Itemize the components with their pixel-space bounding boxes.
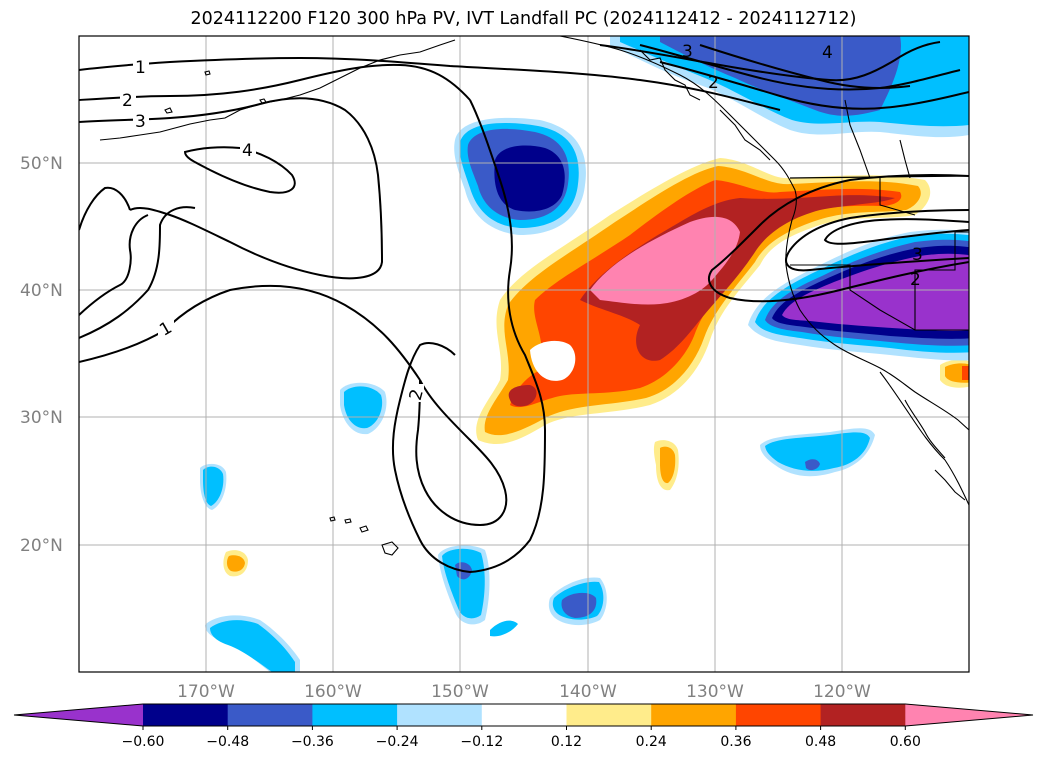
colorbar-segment <box>481 704 567 726</box>
positive-ivt-shading <box>223 158 969 577</box>
colorbar-tick-label: −0.48 <box>206 734 249 750</box>
colorbar-tick-label: 0.24 <box>636 734 667 750</box>
contour-label: 2 <box>708 73 719 93</box>
map-panel: 1 2 3 4 2 1 3 2 4 3 2 <box>79 36 969 672</box>
contour-label: 1 <box>135 58 146 78</box>
colorbar-segment <box>735 704 822 726</box>
colorbar-tick-label: −0.60 <box>122 734 165 750</box>
colorbar-segment <box>820 704 906 726</box>
colorbar-tick-label: −0.36 <box>291 734 334 750</box>
contour-label: 2 <box>910 270 921 290</box>
contour-labels: 1 2 3 4 2 1 3 2 4 3 2 <box>120 42 923 403</box>
colorbar-tick-label: 0.36 <box>720 734 751 750</box>
map-frame <box>78 35 970 673</box>
latitude-labels: 50°N 40°N 30°N 20°N <box>20 154 63 556</box>
colorbar: −0.60 −0.48 −0.36 −0.24 −0.12 0.12 0.24 0.36 0.4… <box>13 703 1034 750</box>
lat-label: 40°N <box>20 281 63 301</box>
colorbar-segment <box>397 704 483 726</box>
colorbar-tick-label: −0.12 <box>460 734 503 750</box>
map-title: 2024112200 F120 300 hPa PV, IVT Landfall… <box>190 9 857 29</box>
contour-label: 4 <box>242 141 253 161</box>
contour-label: 2 <box>406 387 428 403</box>
contour-label: 2 <box>122 91 133 111</box>
colorbar-tick-label: 0.48 <box>805 734 836 750</box>
colorbar-extend-low <box>14 704 143 726</box>
lon-label: 130°W <box>686 682 744 702</box>
lat-label: 50°N <box>20 154 63 174</box>
colorbar-tick-label: −0.24 <box>376 734 419 750</box>
colorbar-segment <box>312 704 398 726</box>
contour-label: 4 <box>822 43 833 63</box>
colorbar-segment <box>566 704 652 726</box>
pv-contours <box>79 41 969 574</box>
lon-label: 150°W <box>431 682 489 702</box>
lon-label: 170°W <box>177 682 235 702</box>
coastlines <box>99 36 969 556</box>
lon-label: 160°W <box>304 682 362 702</box>
lat-lon-grid <box>79 36 969 672</box>
contour-label: 3 <box>135 112 146 132</box>
contour-label: 3 <box>912 245 923 265</box>
lat-label: 30°N <box>20 408 63 428</box>
colorbar-segment <box>227 704 313 726</box>
colorbar-tick-label: 0.12 <box>551 734 582 750</box>
longitude-labels: 170°W 160°W 150°W 140°W 130°W 120°W <box>177 682 871 702</box>
contour-label: 3 <box>682 42 693 62</box>
colorbar-tick-label: 0.60 <box>890 734 921 750</box>
lat-label: 20°N <box>20 536 63 556</box>
colorbar-segment <box>143 704 229 726</box>
lon-label: 140°W <box>559 682 617 702</box>
colorbar-segment <box>651 704 737 726</box>
lon-label: 120°W <box>813 682 871 702</box>
colorbar-extend-high <box>905 704 1033 726</box>
